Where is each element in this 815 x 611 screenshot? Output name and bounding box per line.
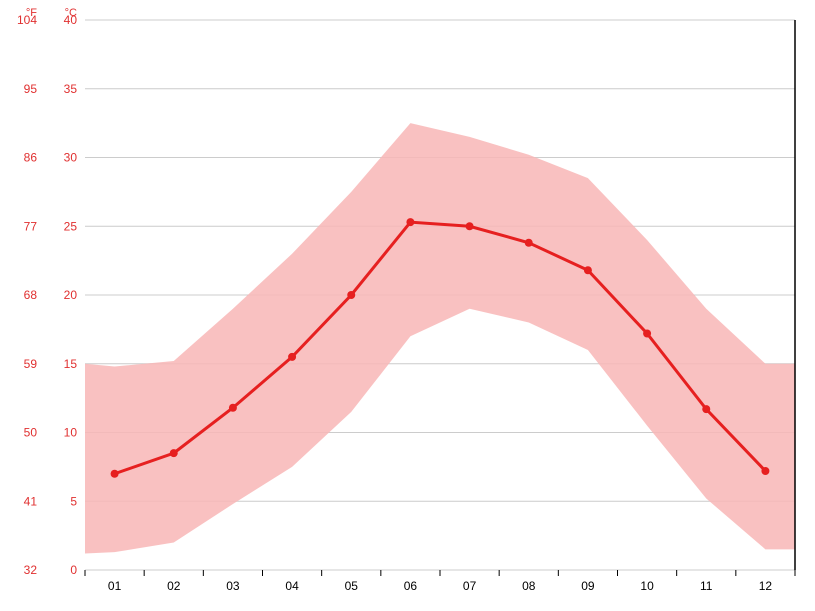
x-tick-label: 09 [581,579,595,593]
y-tick-celsius: 15 [64,357,78,371]
data-marker [466,222,474,230]
temperature-chart: 03254110501559206825773086359540104°C°F0… [0,0,815,611]
x-tick-label: 03 [226,579,240,593]
y-tick-celsius: 5 [70,494,77,508]
y-tick-fahrenheit: 95 [24,82,38,96]
y-tick-celsius: 10 [64,426,78,440]
x-tick-label: 04 [285,579,299,593]
x-tick-label: 10 [640,579,654,593]
unit-celsius: °C [65,7,77,19]
y-tick-fahrenheit: 41 [24,494,38,508]
y-tick-fahrenheit: 77 [24,219,38,233]
y-tick-celsius: 25 [64,219,78,233]
y-tick-celsius: 35 [64,82,78,96]
x-tick-label: 08 [522,579,536,593]
x-tick-label: 02 [167,579,181,593]
data-marker [170,449,178,457]
y-tick-fahrenheit: 50 [24,426,38,440]
data-marker [702,405,710,413]
x-tick-label: 01 [108,579,122,593]
x-tick-label: 06 [404,579,418,593]
data-marker [111,470,119,478]
y-tick-fahrenheit: 86 [24,151,38,165]
x-tick-label: 07 [463,579,477,593]
data-marker [406,218,414,226]
data-marker [584,266,592,274]
y-tick-fahrenheit: 59 [24,357,38,371]
x-tick-label: 05 [345,579,359,593]
x-tick-label: 11 [700,579,713,593]
y-tick-fahrenheit: 32 [24,563,38,577]
data-marker [347,291,355,299]
unit-fahrenheit: °F [26,7,37,19]
y-tick-celsius: 20 [64,288,78,302]
data-marker [643,330,651,338]
data-marker [761,467,769,475]
x-tick-label: 12 [759,579,773,593]
temperature-band [85,123,795,553]
data-marker [525,239,533,247]
chart-svg: 03254110501559206825773086359540104°C°F0… [0,0,815,611]
y-tick-fahrenheit: 68 [24,288,38,302]
data-marker [229,404,237,412]
y-tick-celsius: 30 [64,151,78,165]
data-marker [288,353,296,361]
y-tick-celsius: 0 [70,563,77,577]
